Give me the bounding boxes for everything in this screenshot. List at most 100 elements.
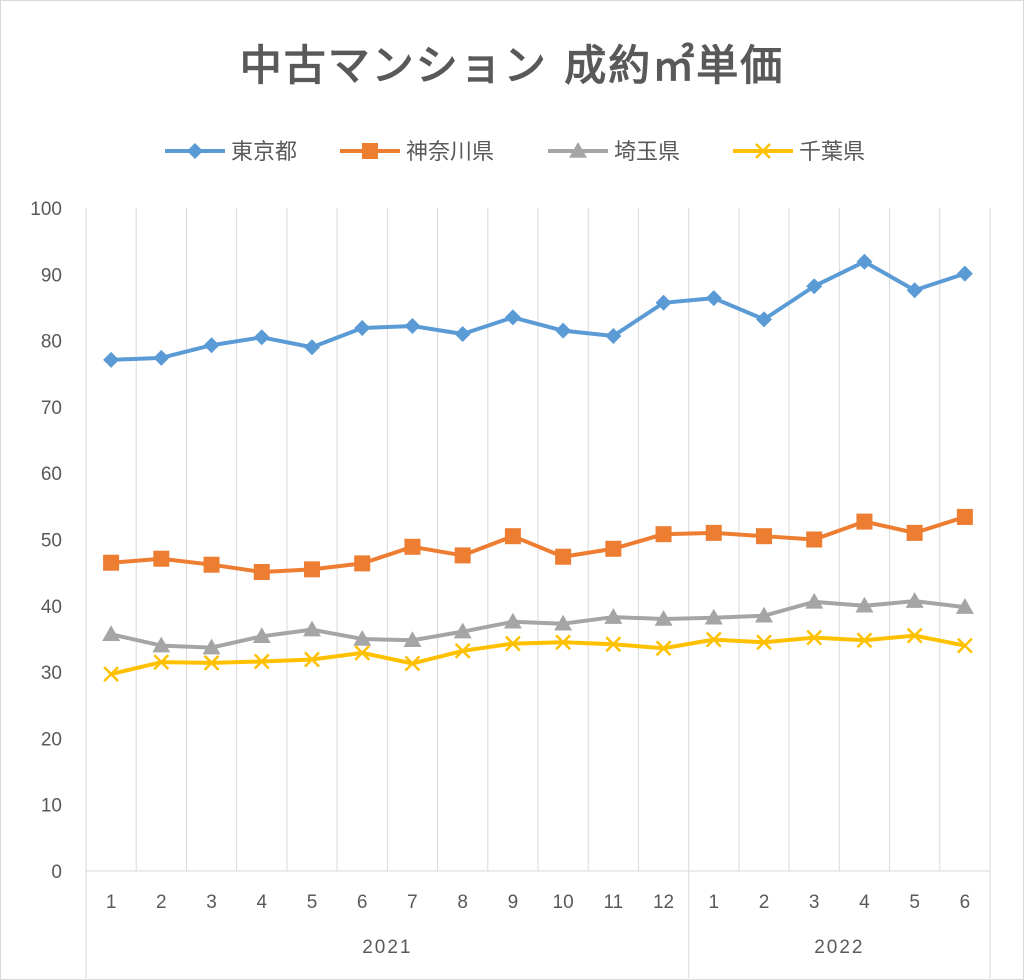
data-point	[403, 631, 422, 648]
data-point	[756, 634, 772, 651]
data-point	[203, 556, 220, 573]
x-tick-label: 9	[508, 892, 519, 913]
data-point	[202, 638, 221, 655]
data-point	[354, 644, 371, 661]
data-point	[555, 322, 572, 339]
data-point	[404, 318, 421, 335]
x-tick-label: 12	[653, 892, 674, 913]
legend-item-chiba[interactable]: 千葉県	[733, 140, 865, 165]
data-point	[454, 547, 471, 564]
legend-label: 埼玉県	[614, 140, 680, 165]
x-tick-label: 2	[156, 892, 167, 913]
data-point	[956, 508, 973, 525]
data-point	[103, 666, 119, 682]
data-point	[253, 563, 270, 580]
data-point	[655, 294, 672, 311]
x-tick-label: 4	[859, 892, 870, 913]
legend-item-saitama[interactable]: 埼玉県	[548, 140, 680, 165]
y-tick-label: 100	[30, 199, 62, 220]
data-point	[453, 622, 472, 639]
data-point	[454, 643, 471, 659]
y-tick-label: 90	[41, 265, 62, 286]
data-point	[304, 651, 320, 668]
data-point	[253, 653, 270, 670]
data-point	[304, 339, 320, 356]
data-point	[705, 290, 722, 307]
legend-label: 神奈川県	[406, 140, 494, 165]
data-point	[203, 337, 220, 354]
data-point	[354, 555, 371, 572]
data-point	[756, 311, 772, 328]
data-point	[655, 640, 672, 657]
x-group-label: 2022	[814, 937, 864, 958]
data-point	[705, 631, 722, 648]
x-tick-label: 6	[357, 892, 368, 913]
y-axis: 0 10 20 30 40 50 60 70 80 90 100	[30, 199, 62, 883]
chart-title: 中古マンション 成約㎡単価	[240, 41, 785, 90]
data-point	[905, 592, 924, 608]
series-x	[103, 627, 973, 682]
y-tick-label: 50	[41, 531, 62, 552]
legend-label: 千葉県	[799, 140, 865, 165]
x-tick-label: 5	[307, 892, 318, 913]
data-point	[303, 620, 321, 637]
data-point	[103, 554, 120, 571]
data-point	[304, 561, 320, 578]
data-point	[654, 610, 673, 626]
data-point	[252, 627, 271, 644]
data-point	[755, 606, 773, 623]
data-point	[153, 654, 170, 671]
data-point	[906, 627, 923, 644]
y-tick-label: 10	[41, 796, 62, 817]
x-tick-label: 11	[603, 892, 623, 913]
legend-item-tokyo[interactable]: 東京都	[165, 140, 297, 165]
data-point	[655, 526, 672, 543]
data-point	[605, 327, 622, 344]
data-point	[153, 550, 170, 567]
x-tick-label: 1	[708, 892, 719, 913]
data-point	[906, 282, 923, 299]
data-point	[404, 538, 421, 555]
data-point	[906, 524, 923, 541]
data-point	[504, 309, 521, 326]
data-point	[957, 637, 973, 654]
legend-item-kanagawa[interactable]: 神奈川県	[340, 140, 494, 165]
data-point	[555, 548, 572, 565]
data-point	[605, 540, 622, 557]
legend-marker-triangle	[569, 142, 587, 158]
x-tick-label: 7	[407, 892, 418, 913]
legend-marker-x	[755, 143, 771, 159]
data-point	[855, 596, 874, 613]
data-point	[555, 634, 571, 651]
data-point	[454, 325, 471, 342]
data-point	[253, 329, 270, 346]
data-point	[856, 632, 873, 649]
series-triangle	[102, 592, 974, 655]
data-point	[605, 636, 622, 653]
data-point	[354, 320, 371, 337]
data-point	[956, 265, 973, 282]
data-point	[805, 592, 824, 609]
x-tick-label: 5	[909, 892, 920, 913]
data-point	[806, 531, 823, 548]
data-point	[704, 608, 723, 625]
legend: 東京都 神奈川県 埼玉県 千葉県	[165, 140, 865, 165]
data-point	[505, 635, 521, 652]
series-diamond	[103, 253, 973, 368]
x-tick-label: 6	[960, 892, 971, 913]
x-tick-label: 10	[553, 892, 574, 913]
y-tick-label: 20	[41, 729, 62, 750]
series-layer	[102, 253, 974, 682]
series-line	[109, 633, 967, 677]
data-point	[102, 625, 121, 642]
data-point	[705, 524, 722, 541]
legend-marker-diamond	[187, 143, 203, 159]
x-tick-label: 2	[759, 892, 770, 913]
y-tick-label: 60	[41, 464, 62, 485]
series-line	[109, 259, 967, 362]
x-tick-label: 3	[809, 892, 820, 913]
data-point	[756, 528, 772, 545]
data-point	[856, 513, 873, 530]
y-tick-label: 30	[41, 663, 62, 684]
